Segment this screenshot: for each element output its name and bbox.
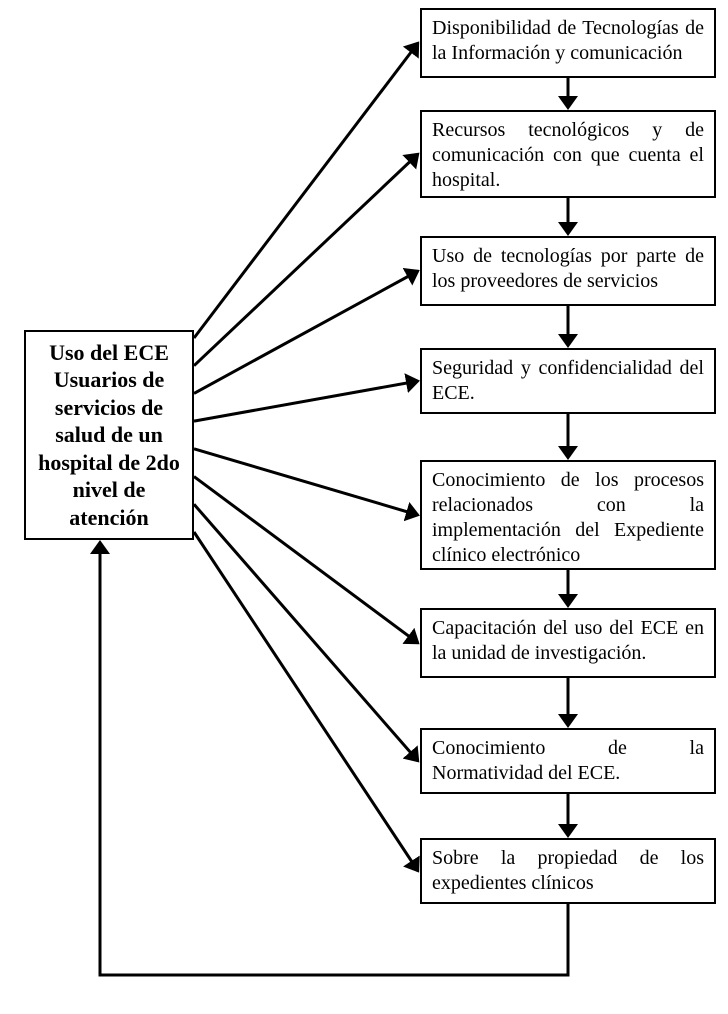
node-uso-tecnologias: Uso de tecnologías por parte de los prov…	[420, 236, 716, 306]
node-label: Uso de tecnologías por parte de los prov…	[432, 245, 704, 292]
node-label: Sobre la propiedad de los expedientes cl…	[432, 847, 704, 894]
node-capacitacion: Capacitación del uso del ECE en la unida…	[420, 608, 716, 678]
node-label: Conocimiento de la Normatividad del ECE.	[432, 737, 704, 784]
node-label: Disponibilidad de Tecnologías de la Info…	[432, 17, 704, 64]
node-recursos: Recursos tecnológicos y de comunicación …	[420, 110, 716, 198]
node-normatividad: Conocimiento de la Normatividad del ECE.	[420, 728, 716, 794]
node-disponibilidad: Disponibilidad de Tecnologías de la Info…	[420, 8, 716, 78]
node-label: Recursos tecnológicos y de comunicación …	[432, 119, 704, 191]
node-seguridad: Seguridad y confidencialidad del ECE.	[420, 348, 716, 414]
source-label: Uso del ECE Usuarios de servicios de sal…	[32, 339, 186, 532]
node-conocimiento-procesos: Conocimiento de los procesos relacionado…	[420, 460, 716, 570]
source-node: Uso del ECE Usuarios de servicios de sal…	[24, 330, 194, 540]
node-label: Conocimiento de los procesos relacionado…	[432, 469, 704, 566]
node-label: Seguridad y confidencialidad del ECE.	[432, 357, 704, 404]
node-propiedad: Sobre la propiedad de los expedientes cl…	[420, 838, 716, 904]
diagram-canvas: Uso del ECE Usuarios de servicios de sal…	[0, 0, 728, 1014]
node-label: Capacitación del uso del ECE en la unida…	[432, 617, 704, 664]
